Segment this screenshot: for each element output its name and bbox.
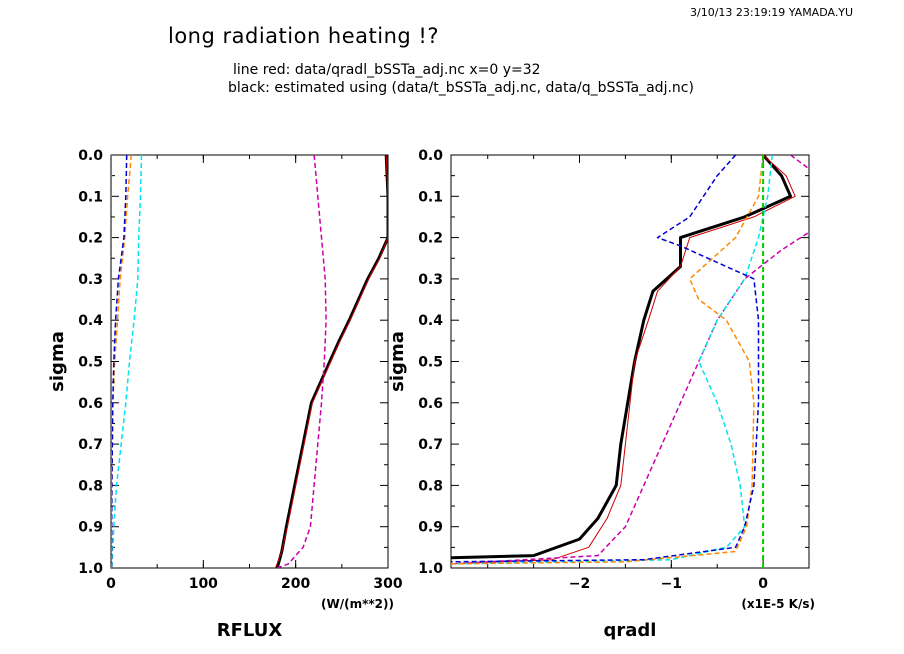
y-tick-label: 0.1 [418,189,443,205]
timestamp-label: 3/10/13 23:19:19 YAMADA.YU [690,6,854,19]
y-tick-label: 0.4 [418,313,443,329]
x-unit-label: (W/(m**2)) [321,597,394,611]
x-tick-label: 200 [281,576,310,592]
chart-title: long radiation heating !? [168,24,439,48]
series-orange-line [451,155,764,565]
y-tick-label: 0.6 [78,396,103,412]
series-group [451,155,809,568]
series-group [111,155,388,568]
plot-frame [450,154,810,569]
series-red-line [451,155,796,565]
y-tick-label: 0.5 [78,355,103,371]
y-tick-label: 0.7 [78,437,103,453]
y-tick-label: 0.3 [78,272,103,288]
y-tick-label: 0.7 [418,437,443,453]
y-tick-label: 0.0 [418,148,443,164]
rflux-panel: 0.0 0.1 0.2 0.3 0.4 0.5 0.6 0.7 0.8 0.9 1.00 100 200… [47,148,403,641]
y-tick-label: 1.0 [418,561,443,577]
y-tick-label: 1.0 [78,561,103,577]
series-magenta-line [451,155,809,565]
x-unit-label: (x1E-5 K/s) [741,597,815,611]
y-tick-label: 0.2 [418,231,443,247]
y-tick-label: 0.2 [78,231,103,247]
y-tick-label: 0.9 [418,520,443,536]
y-axis-label: sigma [47,331,68,392]
x-tick-label: −1 [661,576,682,592]
series-cyan-line [451,155,774,565]
subtitle-line-2: black: estimated using (data/t_bSSTa_adj… [228,80,694,96]
y-tick-label: 0.1 [78,189,103,205]
y-tick-label: 0.0 [78,148,103,164]
x-axis-label: qradl [604,620,657,641]
y-tick-label: 0.9 [78,520,103,536]
series-blue-line [451,155,760,563]
y-tick-label: 0.8 [78,478,103,494]
y-tick-label: 0.8 [418,478,443,494]
x-tick-label: 100 [189,576,218,592]
series-magenta-line [276,155,327,568]
series-black-line [451,155,793,560]
subtitle-line-1: line red: data/qradl_bSSTa_adj.nc x=0 y=… [233,62,541,78]
series-red-line [274,155,388,568]
x-tick-label: 0 [758,576,768,592]
y-tick-label: 0.4 [78,313,103,329]
qradl-panel: 0.0 0.1 0.2 0.3 0.4 0.5 0.6 0.7 0.8 0.9 1.0 −2 −1 0 (x… [387,148,815,641]
x-tick-label: −2 [569,576,590,592]
y-tick-label: 0.6 [418,396,443,412]
y-tick-label: 0.5 [418,355,443,371]
plot-frame [110,154,389,569]
y-tick-label: 0.3 [418,272,443,288]
series-cyan-line [111,155,143,568]
x-tick-label: 0 [106,576,116,592]
series-black-line [275,155,388,568]
x-tick-label: 300 [373,576,402,592]
x-axis-label: RFLUX [217,620,283,641]
y-axis-label: sigma [387,331,408,392]
